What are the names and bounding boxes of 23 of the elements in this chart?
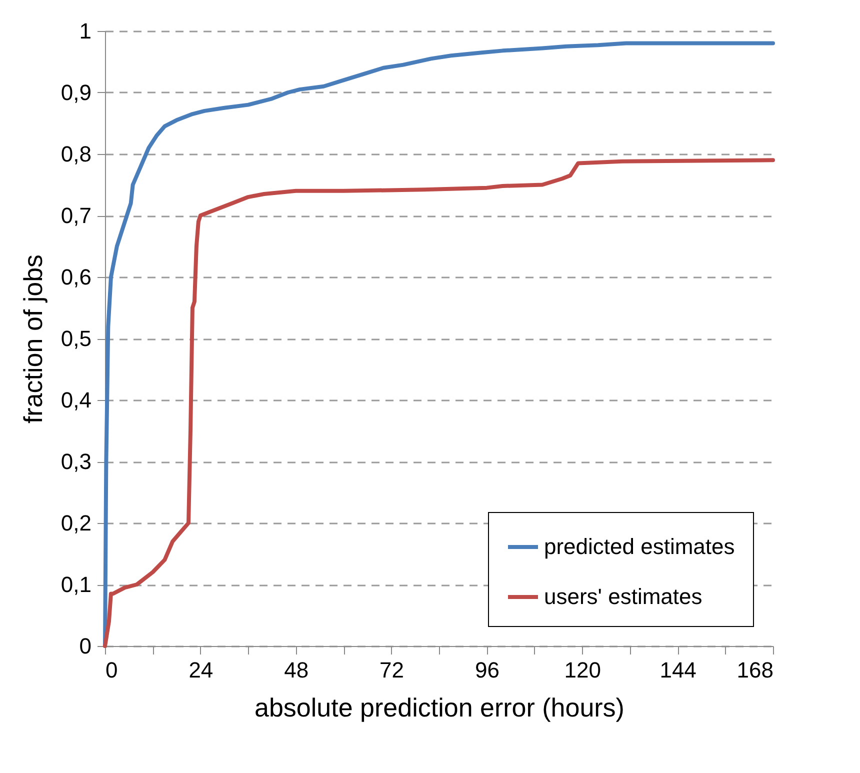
x-tick-label: 168 xyxy=(736,658,774,682)
x-tick-label: 144 xyxy=(660,658,696,682)
y-axis-title: fraction of jobs xyxy=(18,254,48,424)
x-tick-label: 24 xyxy=(188,658,214,682)
y-tick-label: 0,3 xyxy=(60,449,92,474)
x-tick-label: 120 xyxy=(564,658,601,682)
x-axis-title: absolute prediction error (hours) xyxy=(254,692,624,722)
legend-label: predicted estimates xyxy=(544,534,735,559)
y-tick-label: 1 xyxy=(79,18,92,44)
legend-label: users' estimates xyxy=(544,584,702,609)
y-tick-label: 0,5 xyxy=(60,326,92,351)
x-tick-label: 48 xyxy=(284,658,309,682)
y-tick-label: 0,7 xyxy=(60,203,92,228)
y-tick-label: 0,8 xyxy=(60,142,92,166)
x-tick-label: 72 xyxy=(380,658,404,682)
y-tick-label: 0,1 xyxy=(60,572,92,597)
y-tick-label: 0,9 xyxy=(60,80,92,105)
y-tick-label: 0 xyxy=(79,634,92,658)
y-tick-label: 0,4 xyxy=(60,388,92,412)
y-tick-label: 0,6 xyxy=(60,264,92,290)
y-tick-label: 0,2 xyxy=(60,510,92,536)
x-tick-label: 96 xyxy=(474,658,500,682)
x-tick-label: 0 xyxy=(106,658,118,682)
